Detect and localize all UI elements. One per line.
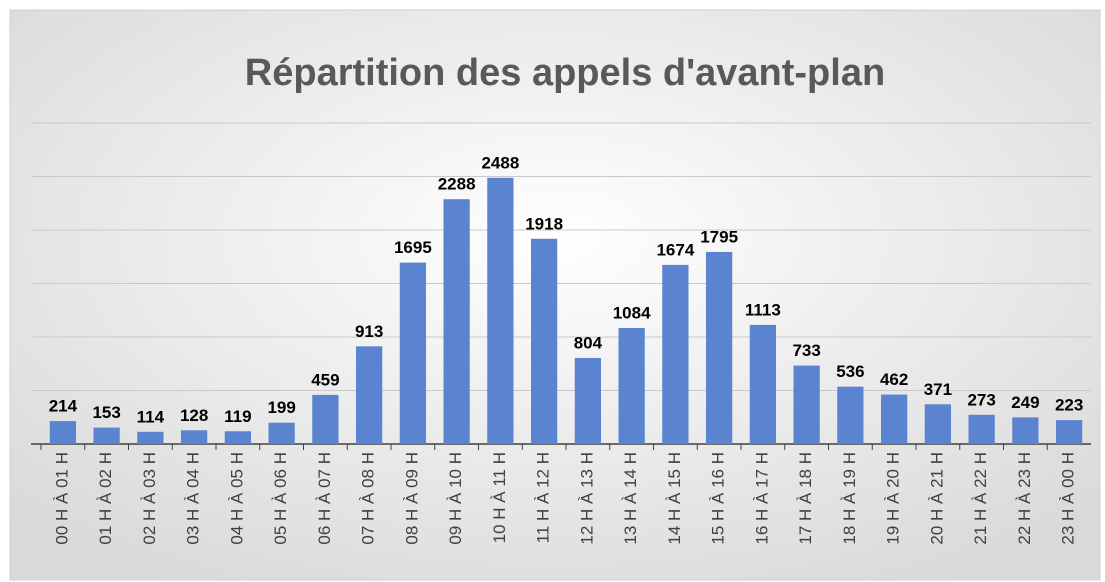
x-tick-label: 07 H À 08 H (359, 452, 378, 545)
data-label: 199 (267, 398, 295, 417)
x-tick-label: 13 H À 14 H (621, 452, 640, 545)
data-label: 223 (1055, 396, 1083, 415)
bar (137, 431, 164, 444)
bar (399, 262, 426, 444)
x-tick-label: 19 H À 20 H (884, 452, 903, 545)
x-tick-label: 17 H À 18 H (796, 452, 815, 545)
data-label: 1113 (745, 300, 781, 319)
data-label: 128 (180, 406, 208, 425)
bar (793, 365, 820, 444)
bar (181, 430, 208, 444)
bar (881, 394, 908, 444)
bar (1012, 417, 1039, 444)
bar (574, 357, 601, 444)
x-tick-label: 03 H À 04 H (184, 452, 203, 545)
bar (312, 394, 339, 444)
x-tick-label: 22 H À 23 H (1015, 452, 1034, 545)
x-tick-label: 23 H À 00 H (1059, 452, 1078, 545)
x-tick-label: 12 H À 13 H (577, 452, 596, 545)
x-tick-label: 15 H À 16 H (709, 452, 728, 545)
data-label: 371 (924, 380, 952, 399)
data-label: 459 (311, 370, 339, 389)
bar (224, 431, 251, 444)
x-tick-label: 00 H À 01 H (52, 452, 71, 545)
bar (924, 404, 951, 444)
x-tick-label: 16 H À 17 H (752, 452, 771, 545)
x-tick-label: 04 H À 05 H (227, 452, 246, 545)
bar (49, 421, 76, 444)
data-label: 536 (836, 362, 864, 381)
x-tick-label: 01 H À 02 H (96, 452, 115, 545)
x-tick-label: 18 H À 19 H (840, 452, 859, 545)
bar (837, 386, 864, 444)
x-tick-label: 10 H À 11 H (490, 452, 509, 543)
data-label: 913 (355, 322, 383, 341)
x-tick-label: 08 H À 09 H (402, 452, 421, 545)
bar (356, 346, 383, 444)
data-label: 2488 (481, 153, 519, 172)
data-label: 273 (967, 390, 995, 409)
bar (706, 251, 733, 444)
x-tick-label: 11 H À 12 H (534, 452, 553, 543)
bar (662, 264, 689, 444)
bar (531, 238, 558, 444)
bar (749, 324, 776, 444)
chart-title: Répartition des appels d'avant-plan (245, 52, 885, 94)
bar (268, 422, 295, 444)
data-label: 214 (49, 397, 78, 416)
x-tick-label: 14 H À 15 H (665, 452, 684, 545)
bar (968, 414, 995, 444)
data-label: 1795 (700, 227, 738, 246)
x-tick-label: 05 H À 06 H (271, 452, 290, 545)
x-tick-label: 20 H À 21 H (927, 452, 946, 545)
bar (443, 199, 470, 444)
x-tick-label: 02 H À 03 H (140, 452, 159, 545)
data-label: 1084 (613, 303, 651, 322)
data-label: 804 (574, 333, 603, 352)
data-label: 462 (880, 370, 908, 389)
data-label: 2288 (438, 175, 476, 194)
data-label: 249 (1011, 393, 1039, 412)
data-label: 1918 (525, 214, 563, 233)
data-label: 1695 (394, 238, 432, 257)
bar (618, 328, 645, 444)
data-label: 114 (137, 407, 165, 426)
bar (1056, 420, 1083, 444)
data-label: 153 (92, 403, 120, 422)
data-label: 1674 (656, 240, 694, 259)
x-tick-label: 06 H À 07 H (315, 452, 334, 545)
data-label: 733 (792, 341, 820, 360)
bar (93, 427, 120, 444)
x-tick-label: 09 H À 10 H (446, 452, 465, 545)
bar (487, 177, 514, 444)
x-tick-label: 21 H À 22 H (971, 452, 990, 545)
data-label: 119 (224, 407, 251, 426)
